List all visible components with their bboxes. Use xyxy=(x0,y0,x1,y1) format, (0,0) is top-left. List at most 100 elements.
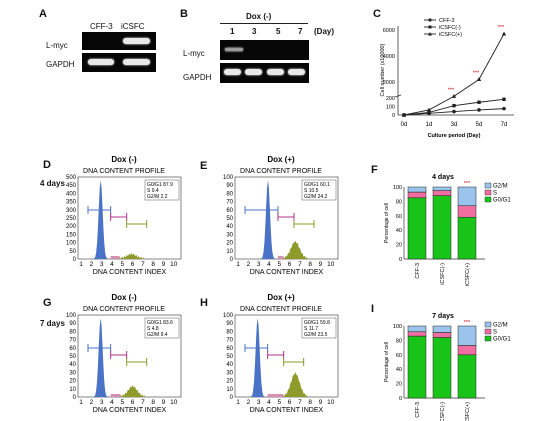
x-tick-label: 10 xyxy=(170,261,178,268)
x-tick-label: 8 xyxy=(308,261,312,268)
x-tick-label: 1 xyxy=(79,261,83,268)
y-tick-label: 100 xyxy=(66,241,77,247)
y-tick-label: 20 xyxy=(396,243,402,249)
x-tick-label: iCSFC(-) xyxy=(440,263,446,285)
g2m-peak xyxy=(283,240,308,259)
significance-mark: *** xyxy=(464,320,471,326)
flow-panel-g: Dox (-) DNA CONTENT PROFILE 0 10 20 30 40 50 60 7… xyxy=(66,293,182,414)
y-tick-label: 60 xyxy=(226,208,233,214)
legend-swatch xyxy=(484,328,492,335)
gel-a-band xyxy=(88,59,114,65)
y-tick-label: 40 xyxy=(69,362,76,368)
x-tick-label: 2 xyxy=(247,261,251,268)
y-tick-label: 70 xyxy=(69,338,76,344)
x-tick-label: 7d xyxy=(501,122,508,128)
gel-a-row-lmyc: L-myc xyxy=(46,41,68,50)
data-point xyxy=(426,107,432,112)
panel-label-e: E xyxy=(200,160,208,172)
data-point xyxy=(452,103,456,108)
gel-b-row-lmyc: L-myc xyxy=(183,49,205,58)
data-point xyxy=(452,109,456,114)
legend-label: CFF-3 xyxy=(439,18,455,24)
stats-line: G2/M 23.5 xyxy=(304,332,328,338)
panel-label-i: I xyxy=(371,303,375,315)
y-tick-label: 80 xyxy=(226,191,233,197)
g0g1-peak xyxy=(92,318,109,397)
x-tick-label: 7 xyxy=(298,399,302,406)
y-tick-label: 80 xyxy=(396,338,402,344)
gel-a-band xyxy=(123,59,150,65)
bar-segment-g2m xyxy=(407,325,427,333)
data-point xyxy=(401,112,407,117)
y-tick-label: 20 xyxy=(226,241,233,247)
y-tick-label: 70 xyxy=(226,200,233,206)
bar-segment-g0g1 xyxy=(457,354,477,399)
row-label-7-days: 7 days xyxy=(40,319,65,328)
x-tick-label: 5 xyxy=(120,399,124,406)
stacked-bar-chart-0: 4 days 0 20 40 60 80 100 Percentage of cell CFF-… xyxy=(384,174,511,286)
gel-b-header-rule xyxy=(220,23,308,24)
y-tick-label: 40 xyxy=(396,228,402,234)
y-axis-title: Percentage of cell xyxy=(384,203,390,243)
legend-swatch xyxy=(484,196,492,203)
x-axis-title: DNA CONTENT INDEX xyxy=(250,407,324,414)
x-tick-label: 9 xyxy=(319,399,323,406)
x-tick-label: 4 xyxy=(110,261,114,268)
gel-b-band xyxy=(224,69,241,75)
y-tick-label: 10 xyxy=(226,387,233,393)
data-point xyxy=(427,110,431,115)
y-tick-label: 0 xyxy=(392,113,395,119)
bar-segment-g2m xyxy=(432,325,452,333)
gel-b-day-3: 3 xyxy=(252,27,257,36)
x-tick-label: 7 xyxy=(298,261,302,268)
y-tick-label: 50 xyxy=(69,354,76,360)
gel-b-day-1: 1 xyxy=(230,27,235,36)
y-tick-label: 10 xyxy=(226,249,233,255)
x-tick-label: CFF-3 xyxy=(415,402,421,418)
gel-b-row-gapdh: GAPDH xyxy=(183,73,212,82)
gel-b-gapdh-blot xyxy=(220,63,309,83)
x-tick-label: 5 xyxy=(277,399,281,406)
y-tick-label: 100 xyxy=(66,313,77,319)
g0g1-peak xyxy=(259,180,276,259)
gel-a-lmyc-blot xyxy=(82,32,156,50)
stats-line: S 4.8 xyxy=(147,326,159,332)
x-tick-label: 1 xyxy=(236,399,240,406)
x-tick-label: 7 xyxy=(141,261,145,268)
legend-swatch xyxy=(484,335,492,342)
panel-label-a: A xyxy=(39,8,47,20)
legend-swatch xyxy=(484,321,492,328)
y-tick-label: 100 xyxy=(393,185,402,191)
x-tick-label: 1 xyxy=(236,261,240,268)
y-tick-label: 30 xyxy=(226,232,233,238)
stats-line: S 11.7 xyxy=(304,326,318,332)
y-tick-label: 60 xyxy=(226,346,233,352)
y-tick-label: 2000 xyxy=(383,80,395,86)
x-tick-label: 10 xyxy=(170,399,178,406)
x-tick-label: 4 xyxy=(110,399,114,406)
s-phase-fill xyxy=(267,394,284,397)
legend-marker xyxy=(428,32,432,36)
x-tick-label: 3 xyxy=(100,399,104,406)
bar-segment-g0g1 xyxy=(407,335,427,399)
legend-label: S xyxy=(493,330,497,336)
gel-a-band xyxy=(123,38,150,44)
y-tick-label: 60 xyxy=(396,353,402,359)
x-tick-label: 3 xyxy=(100,261,104,268)
y-tick-label: 0 xyxy=(399,396,402,402)
bar-segment-s xyxy=(432,190,452,196)
flow-panel-d: Dox (-)DNA CONTENT PROFILE05010015020025… xyxy=(66,155,182,276)
bar-segment-s xyxy=(457,345,477,356)
g0g1-peak xyxy=(249,318,266,397)
flow-title: DNA CONTENT PROFILE xyxy=(240,168,322,175)
data-point xyxy=(477,108,481,112)
x-tick-label: 4 xyxy=(267,261,271,268)
y-tick-label: 20 xyxy=(69,379,76,385)
x-tick-label: 8 xyxy=(308,399,312,406)
flow-title: DNA CONTENT PROFILE xyxy=(83,168,165,175)
x-tick-label: iCSFC(+) xyxy=(465,263,471,286)
stats-line: S 10.5 xyxy=(304,188,319,194)
